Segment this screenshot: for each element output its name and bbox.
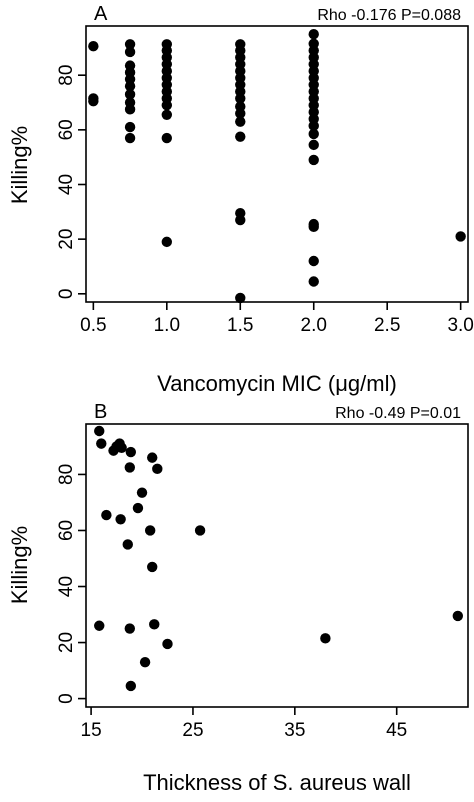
data-point — [235, 108, 246, 119]
data-point — [147, 452, 158, 463]
data-point — [194, 525, 206, 536]
data-point — [122, 539, 133, 550]
x-tick-label: 2.0 — [301, 315, 327, 336]
x-axis-label-a: Vancomycin MIC (μg/ml) — [157, 371, 397, 396]
x-tick-label: 15 — [81, 720, 102, 741]
y-axis-label-b: Killing% — [7, 526, 32, 604]
data-point — [101, 509, 112, 521]
data-point — [235, 214, 246, 226]
y-tick-label: 20 — [56, 229, 77, 250]
data-point — [161, 100, 173, 111]
y-tick-label: 80 — [56, 65, 77, 86]
data-point — [162, 638, 173, 650]
y-tick-label: 60 — [56, 520, 77, 541]
y-tick-label: 20 — [56, 632, 77, 653]
x-tick-label: 0.5 — [80, 315, 106, 336]
data-point — [116, 442, 127, 454]
data-point — [124, 623, 136, 634]
y-tick-label: 80 — [56, 464, 77, 485]
data-point — [139, 656, 151, 668]
data-point — [452, 610, 464, 622]
x-tick-label: 35 — [284, 720, 305, 741]
data-point — [124, 80, 136, 92]
x-tick-label: 3.0 — [447, 315, 473, 336]
data-point — [125, 446, 137, 458]
data-point — [308, 139, 319, 151]
x-tick-label: 2.5 — [374, 315, 400, 336]
y-tick-label: 0 — [56, 693, 77, 704]
data-point — [308, 28, 319, 40]
data-point — [124, 104, 136, 115]
plot-frame-b — [85, 423, 469, 708]
y-tick-label: 40 — [56, 576, 77, 597]
data-point — [147, 561, 158, 573]
data-point — [125, 680, 137, 692]
points-a — [88, 28, 466, 304]
y-tick-label: 60 — [56, 119, 77, 140]
data-point — [320, 633, 331, 644]
x-tick-label: 25 — [182, 720, 203, 741]
x-tick-label: 45 — [386, 720, 407, 741]
x-tick-label: 1.0 — [154, 315, 180, 336]
data-point — [161, 109, 173, 121]
data-point — [308, 255, 319, 267]
data-point — [144, 525, 156, 536]
panel-b: B Rho -0.49 P=0.01 15 25 35 45 0 20 40 60 80 Th… — [7, 401, 469, 795]
data-point — [124, 89, 136, 100]
y-axis-label-a: Killing% — [7, 126, 32, 204]
data-point — [308, 120, 319, 131]
data-point — [124, 46, 136, 58]
data-point — [94, 620, 105, 631]
stat-annotation-b: Rho -0.49 P=0.01 — [335, 405, 461, 422]
panel-a: A Rho -0.176 P=0.088 0.5 1.0 1.5 2.0 2.5 3.0 … — [7, 3, 474, 396]
data-point — [124, 121, 136, 133]
data-point — [132, 502, 144, 514]
x-tick-label: 1.5 — [227, 315, 253, 336]
data-point — [161, 236, 173, 248]
stat-annotation-a: Rho -0.176 P=0.088 — [317, 7, 461, 24]
data-point — [115, 514, 126, 525]
x-axis-b: 15 25 35 45 — [81, 707, 407, 741]
data-point — [124, 132, 136, 144]
y-axis-a: 0 20 40 60 80 — [56, 65, 86, 299]
data-point — [94, 425, 105, 437]
data-point — [124, 462, 136, 473]
panel-label-b: B — [94, 401, 107, 423]
y-tick-label: 0 — [56, 289, 77, 300]
data-point — [308, 221, 319, 233]
data-point — [235, 93, 246, 104]
data-point — [455, 231, 466, 242]
panel-label-a: A — [94, 3, 108, 25]
data-point — [161, 132, 173, 144]
data-point — [149, 619, 160, 630]
data-point — [308, 276, 319, 287]
data-point — [152, 463, 163, 475]
data-point — [96, 438, 107, 449]
data-point — [308, 128, 319, 140]
data-point — [136, 487, 148, 498]
x-axis-a: 0.5 1.0 1.5 2.0 2.5 3.0 — [80, 302, 474, 336]
y-axis-b: 0 20 40 60 80 — [56, 464, 86, 704]
data-point — [88, 95, 99, 107]
data-point — [235, 292, 246, 304]
data-point — [235, 131, 246, 142]
x-axis-label-b: Thickness of S. aureus wall — [143, 770, 411, 795]
points-b — [94, 425, 464, 692]
data-point — [308, 154, 319, 166]
y-tick-label: 40 — [56, 174, 77, 195]
data-point — [88, 41, 99, 52]
data-point — [235, 116, 246, 127]
data-point — [124, 39, 136, 50]
plot-frame-a — [85, 25, 469, 303]
